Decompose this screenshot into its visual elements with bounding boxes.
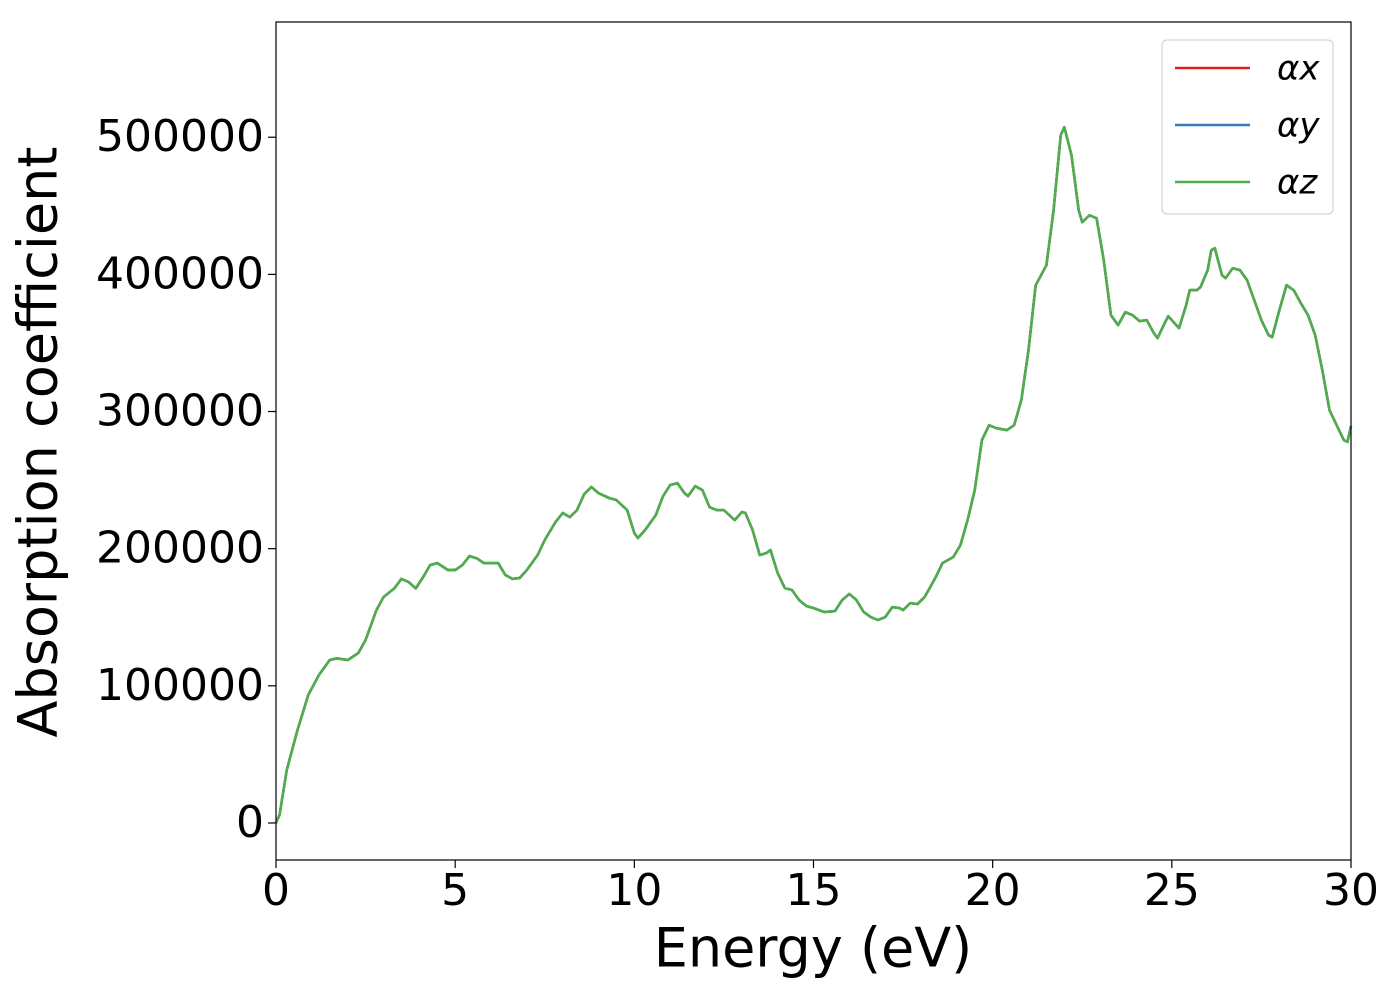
y-tick-label: 400000 <box>96 248 264 299</box>
legend-box <box>1161 39 1334 215</box>
legend-label: αy <box>1277 106 1320 146</box>
x-tick-label: 10 <box>606 865 662 916</box>
legend-label: αx <box>1277 49 1320 89</box>
line-series <box>274 125 1353 824</box>
y-tick-label: 100000 <box>96 660 264 711</box>
x-tick-label: 30 <box>1323 865 1379 916</box>
x-tick-label: 20 <box>965 865 1021 916</box>
y-tick-label: 300000 <box>96 386 264 437</box>
y-tick-label: 500000 <box>96 111 264 162</box>
y-axis-label: Absorption coefficient <box>7 147 70 738</box>
plot-frame <box>275 21 1352 861</box>
x-tick-label: 15 <box>786 865 842 916</box>
x-axis-label: Energy (eV) <box>654 917 973 980</box>
y-tick-label: 200000 <box>96 523 264 574</box>
x-tick-label: 0 <box>262 865 290 916</box>
legend-label: αz <box>1277 163 1318 203</box>
x-tick-label: 25 <box>1144 865 1200 916</box>
x-tick-label: 5 <box>441 865 469 916</box>
y-tick-label: 0 <box>236 797 264 848</box>
